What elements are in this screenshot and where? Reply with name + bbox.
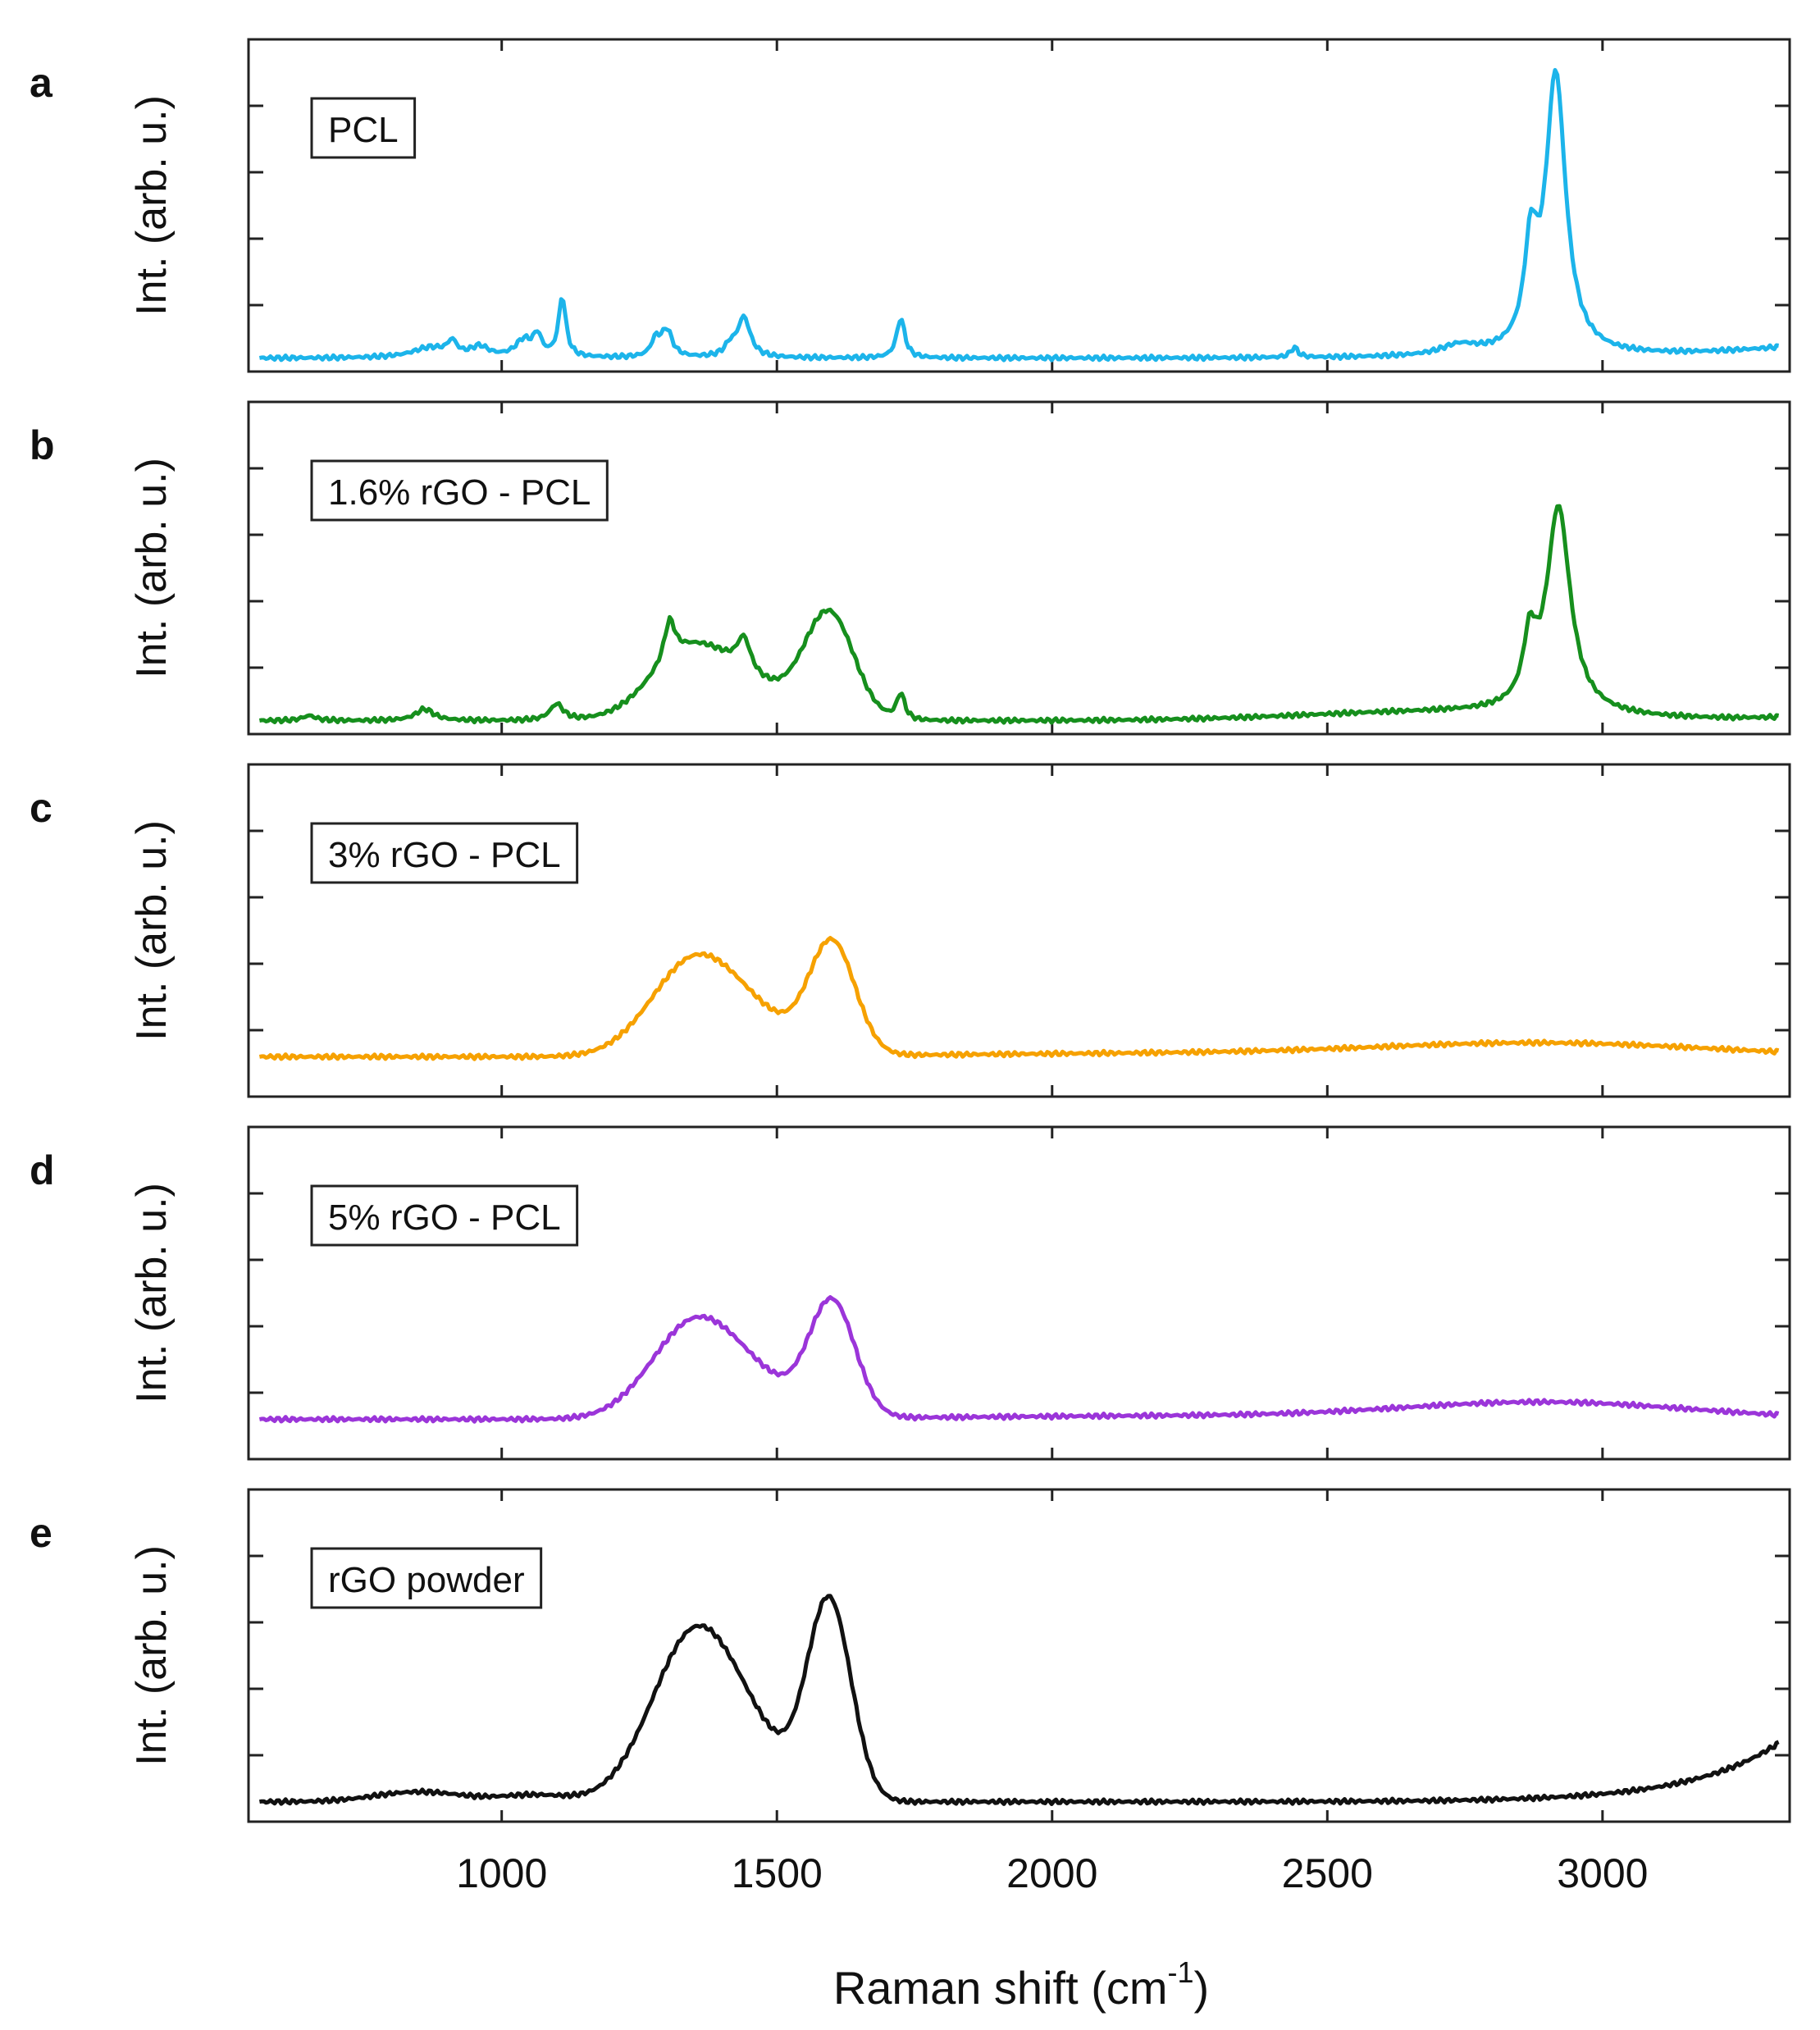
- x-axis-label-close: ): [1194, 1962, 1210, 2014]
- panel-frame: [247, 38, 1791, 373]
- x-tick-label: 2000: [1006, 1850, 1097, 1896]
- legend-box: 1.6% rGO - PCL: [310, 459, 609, 522]
- y-axis-label: Int. (arb. u.): [128, 1545, 176, 1766]
- legend-label: 1.6% rGO - PCL: [328, 472, 591, 513]
- y-axis-label: Int. (arb. u.): [128, 820, 176, 1041]
- legend-box: PCL: [310, 97, 417, 159]
- panel-a: a Int. (arb. u.) PCL: [30, 38, 1791, 373]
- panel-b: b Int. (arb. u.) 1.6% rGO - PCL: [30, 400, 1791, 736]
- panel-letter: d: [30, 1147, 55, 1193]
- legend-label: 3% rGO - PCL: [328, 835, 561, 875]
- spectrum-line-a: [258, 67, 1779, 363]
- x-axis-label-superscript: -1: [1167, 1955, 1193, 1989]
- spectrum-line-b: [258, 504, 1780, 725]
- legend-box: 3% rGO - PCL: [310, 822, 579, 884]
- panel-letter: a: [30, 60, 53, 106]
- x-axis: 1000 1500 2000 2500 3000: [456, 1850, 1648, 1896]
- legend-box: rGO powder: [310, 1547, 543, 1609]
- legend-label: rGO powder: [328, 1560, 525, 1600]
- panel-frame: [247, 1125, 1791, 1461]
- legend-frame: [310, 1547, 543, 1609]
- panel-frame: [247, 763, 1791, 1098]
- x-axis-label-main: Raman shift (cm: [833, 1962, 1168, 2014]
- y-axis-label: Int. (arb. u.): [128, 1183, 176, 1403]
- legend-label: 5% rGO - PCL: [328, 1197, 561, 1238]
- legend-label: PCL: [328, 110, 399, 150]
- panel-letter: c: [30, 785, 52, 831]
- panel-frame: [247, 400, 1791, 736]
- spectrum-line-c: [258, 936, 1780, 1061]
- panel-c: c Int. (arb. u.) 3% rGO - PCL: [30, 763, 1791, 1098]
- legend-box: 5% rGO - PCL: [310, 1184, 579, 1247]
- panel-frame: [247, 1488, 1791, 1823]
- legend-frame: [310, 97, 417, 159]
- y-axis-label: Int. (arb. u.): [128, 95, 176, 316]
- x-tick-label: 2500: [1282, 1850, 1373, 1896]
- x-tick-label: 3000: [1557, 1850, 1648, 1896]
- x-tick-label: 1500: [732, 1850, 823, 1896]
- panel-letter: e: [30, 1510, 52, 1556]
- y-axis-label: Int. (arb. u.): [128, 458, 176, 678]
- panel-d: d Int. (arb. u.) 5% rGO - PCL: [30, 1125, 1791, 1461]
- legend-frame: [310, 459, 609, 522]
- panel-letter: b: [30, 422, 55, 468]
- spectrum-line-d: [258, 1295, 1780, 1424]
- panel-e: e Int. (arb. u.) rGO powder: [30, 1488, 1791, 1823]
- x-tick-label: 1000: [456, 1850, 547, 1896]
- panels-group: a Int. (arb. u.) PCL b Int. (arb. u.) 1.6% rG…: [30, 38, 1791, 1823]
- spectrum-line-e: [258, 1594, 1780, 1806]
- legend-frame: [310, 822, 579, 884]
- legend-frame: [310, 1184, 579, 1247]
- x-axis-label: Raman shift (cm-1): [833, 1955, 1209, 2014]
